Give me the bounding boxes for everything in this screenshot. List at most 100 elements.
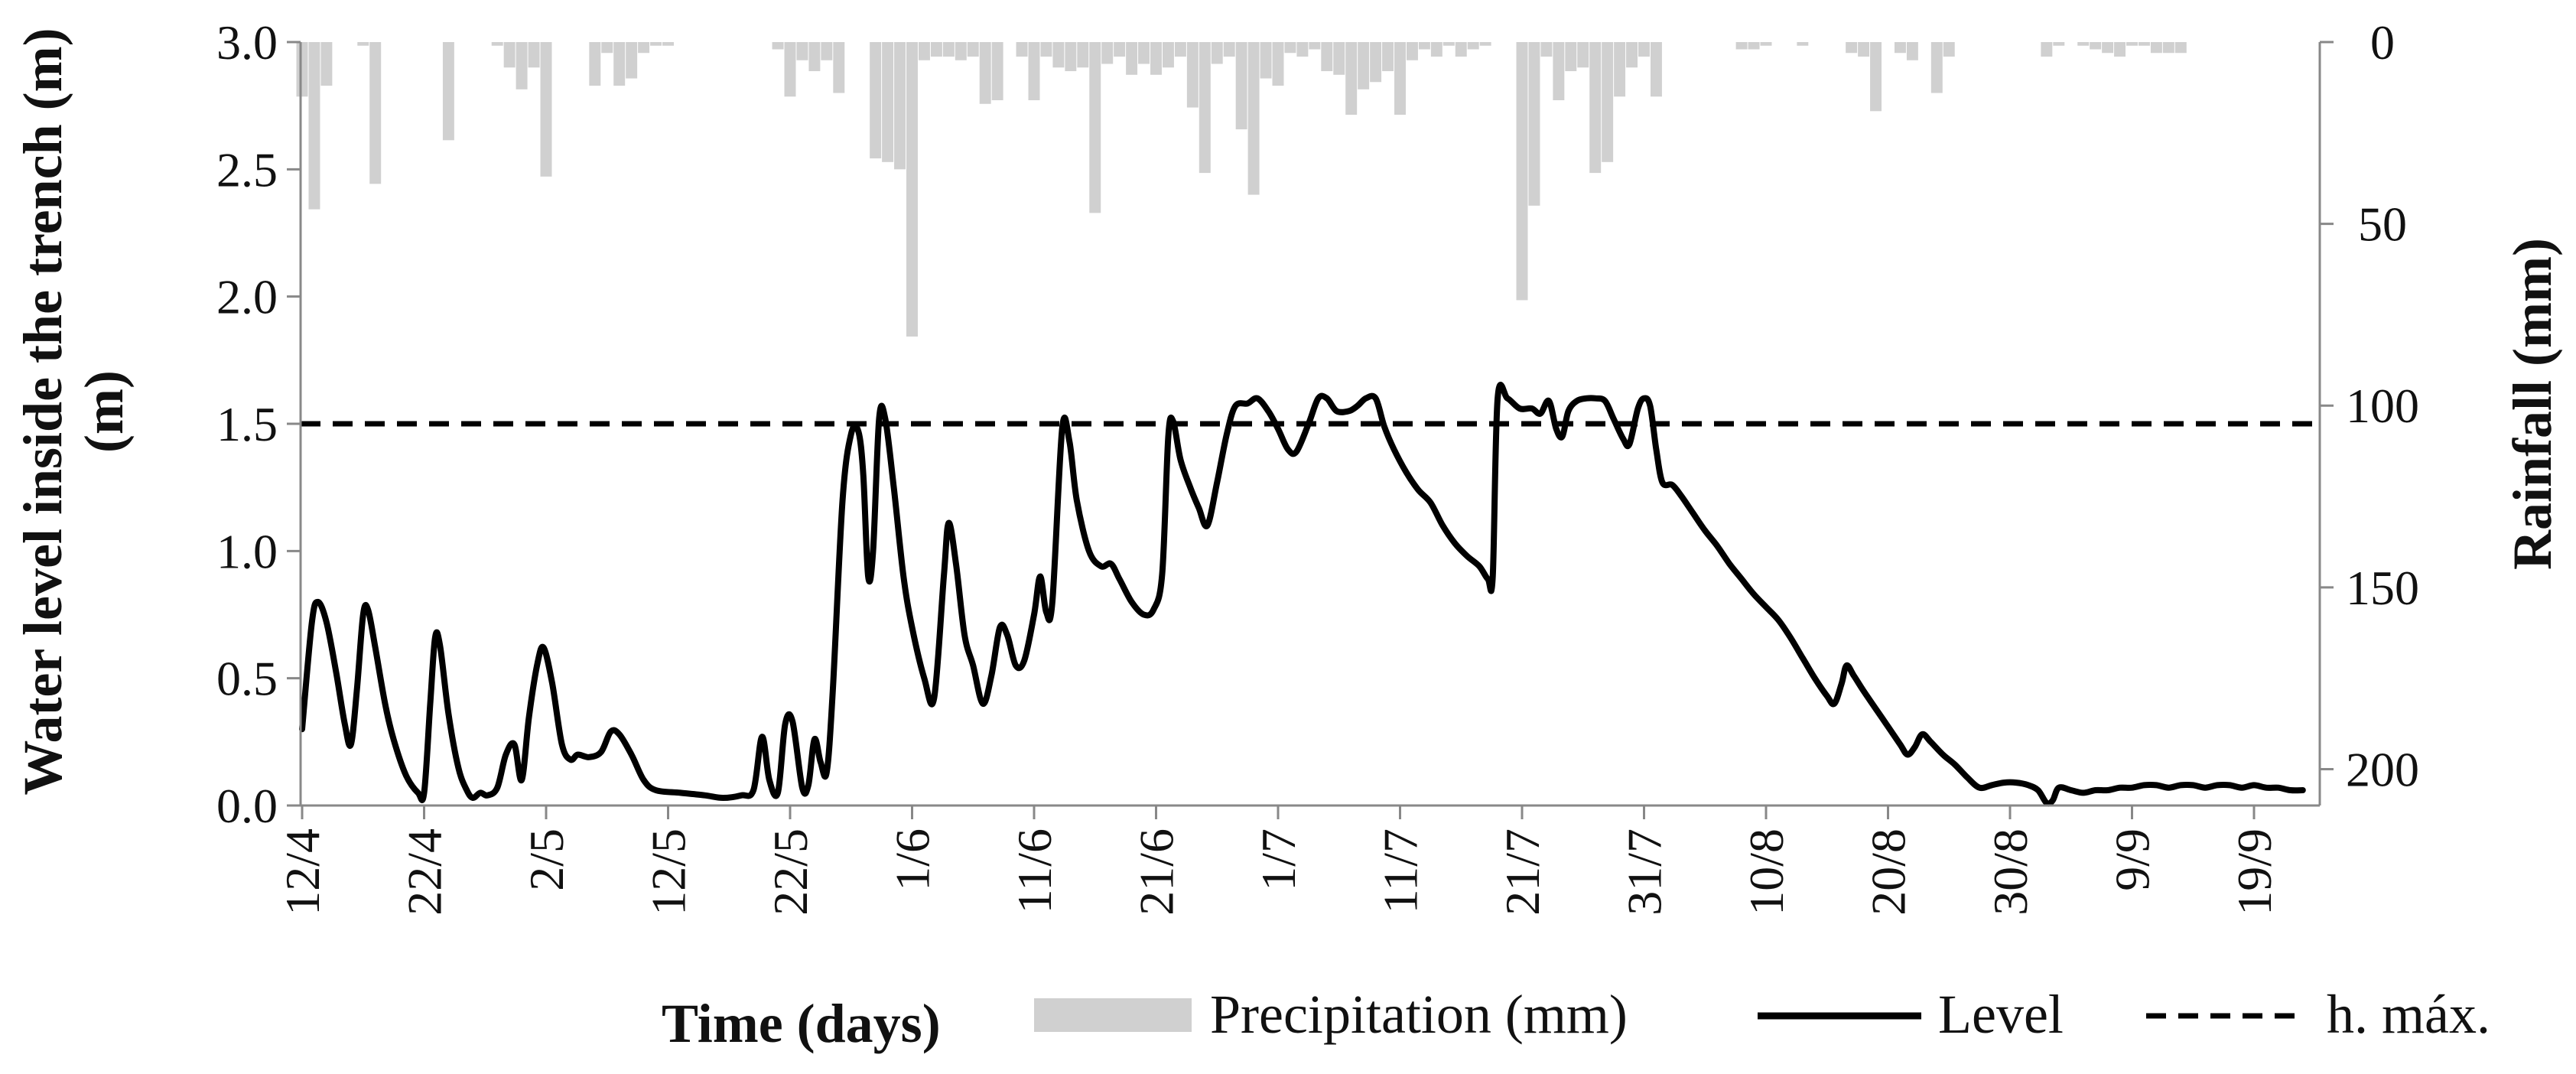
precip-bar [942,42,955,57]
precip-bar [1247,42,1260,195]
precip-bar [1174,42,1186,57]
precip-bar [1260,42,1272,79]
precip-bar [1138,42,1150,64]
precip-bar [2162,42,2174,54]
precip-bar [1748,42,1760,50]
precip-bar [516,42,528,90]
precip-bar [1797,42,1809,46]
precip-bar [1065,42,1077,72]
precip-bar [918,42,930,60]
precip-bar [1858,42,1870,57]
y2-tick-label: 0 [2370,15,2395,70]
precip-bar [930,42,942,57]
x-tick-label: 20/8 [1862,828,1916,916]
precip-bar [296,42,308,97]
precip-bar [1565,42,1577,72]
precip-bar [1540,42,1553,57]
precip-bar [979,42,991,104]
precip-bar [1894,42,1906,54]
precip-bar [357,42,369,46]
precip-bar [1028,42,1040,101]
precip-bar [2138,42,2150,46]
y2-tick-label: 50 [2358,197,2407,252]
precip-bar [1126,42,1138,75]
precip-bar [1016,42,1028,57]
x-tick-label: 2/5 [519,828,574,891]
precip-bar [1052,42,1065,68]
precip-bar [1272,42,1284,86]
precip-bar [503,42,516,68]
x-tick-label: 11/6 [1007,828,1062,913]
y-tick-label: 0.0 [216,779,278,833]
precip-bar [1650,42,1662,97]
precip-bar [1077,42,1089,68]
x-tick-label: 30/8 [1983,828,2038,916]
precip-bar [1906,42,1918,60]
precip-bar [2150,42,2162,54]
precip-bar [613,42,626,86]
precip-bar [1321,42,1333,72]
precip-bar [882,42,894,162]
precip-bar [601,42,613,54]
y-tick-label: 3.0 [216,15,278,70]
y-tick-label: 2.5 [216,142,278,197]
precip-bar [626,42,638,79]
precip-bar [1296,42,1309,57]
precip-bar [650,42,662,46]
precip-bar [772,42,784,50]
precip-bar [2041,42,2053,57]
precip-bar [1930,42,1943,93]
precip-bar [1211,42,1223,64]
x-tick-label: 1/7 [1251,828,1306,891]
precip-bar [808,42,821,72]
precip-bar [991,42,1003,101]
precip-bar [320,42,333,86]
y2-tick-label: 200 [2346,742,2419,796]
y2-tick-label: 100 [2346,379,2419,433]
precip-bar [1638,42,1650,57]
precip-bar [967,42,979,57]
y-axis-ticks: 0.0 0.5 1.0 1.5 2.0 2.5 3.0 [216,15,301,833]
precip-bar [1162,42,1174,68]
precip-bar [821,42,833,60]
precip-bar [491,42,503,46]
precip-bar [528,42,540,68]
precipitation-bars [296,42,2187,337]
precip-bar [1358,42,1370,90]
y-tick-label: 0.5 [216,652,278,706]
precip-bar [1735,42,1748,50]
precip-bar [1846,42,1858,54]
precip-bar [894,42,906,170]
precip-bar [638,42,650,54]
x-axis-title: Time (days) [662,993,941,1054]
precip-bar [1418,42,1430,50]
x-tick-label: 10/8 [1739,828,1794,916]
precip-bar [1442,42,1455,46]
precip-bar [1114,42,1126,57]
x-tick-label: 21/7 [1495,828,1550,916]
y-axis-title-unit-line: (m) [73,370,135,453]
precip-bar [1602,42,1614,162]
y-tick-label: 1.5 [216,397,278,451]
x-tick-label: 12/5 [642,828,696,916]
precip-bar [1626,42,1638,68]
precip-bar [906,42,918,337]
precip-bar [2102,42,2114,54]
precip-bar [2114,42,2126,57]
precip-bar [955,42,967,60]
x-axis-ticks: 12/4 22/4 2/5 12/5 22/5 1/6 11/6 21/6 1/7 11/7 21/… [275,806,2282,916]
y-tick-label: 1.0 [216,524,278,578]
precip-bar [1467,42,1479,50]
precip-bar [2053,42,2065,46]
precip-bar [1382,42,1394,72]
y2-axis-title: Rainfall (mm) [2502,238,2563,570]
precip-bar [1406,42,1418,60]
y2-tick-label: 150 [2346,561,2419,615]
precip-bar [1479,42,1491,46]
precip-bar [1614,42,1626,97]
precip-bar [442,42,454,141]
precip-bar [1309,42,1321,50]
precip-bar [1150,42,1162,75]
precip-bar [1577,42,1589,68]
